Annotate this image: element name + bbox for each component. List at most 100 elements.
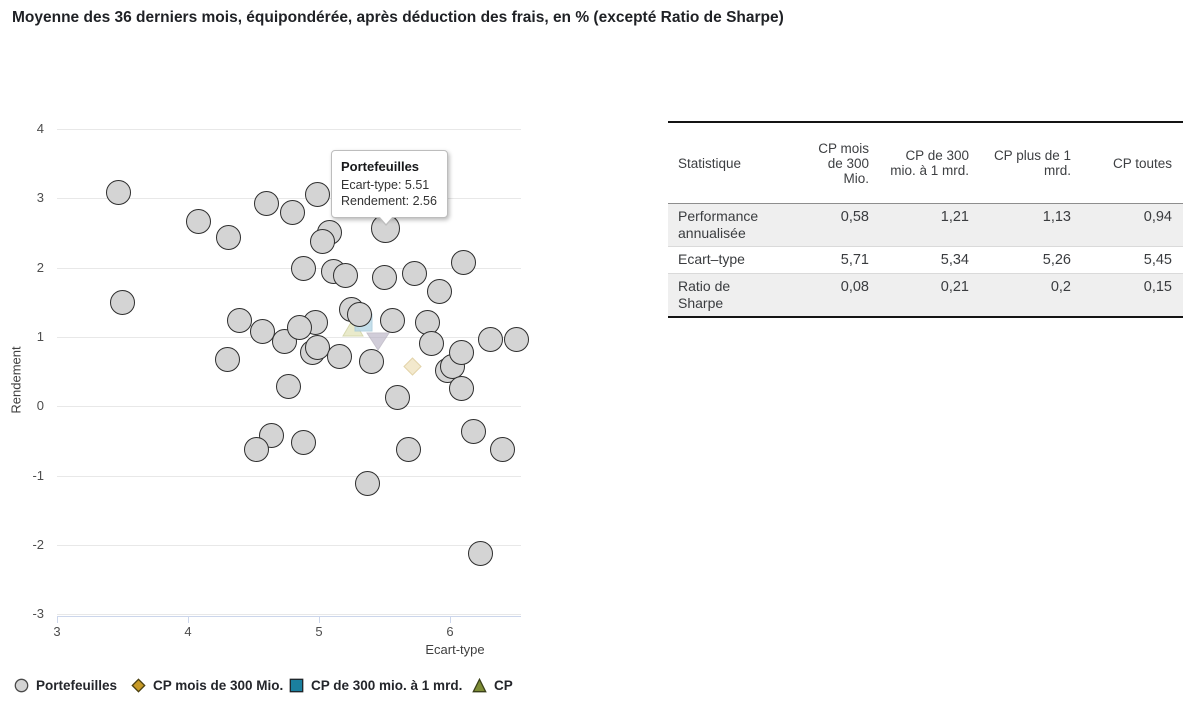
scatter-point[interactable] — [276, 374, 302, 400]
scatter-point[interactable] — [450, 249, 476, 275]
legend-item-triangle-up[interactable]: CP — [472, 672, 513, 698]
y-tick-label: 1 — [36, 328, 44, 344]
tooltip: Portefeuilles Ecart-type: 5.51 Rendement… — [331, 150, 448, 227]
x-tick-label: 3 — [53, 624, 61, 639]
y-gridline — [57, 544, 521, 546]
scatter-point[interactable] — [110, 289, 135, 315]
page-title: Moyenne des 36 derniers mois, équipondér… — [12, 9, 784, 26]
column-header: CP toutes — [1082, 122, 1183, 204]
y-tick-label: -1 — [32, 467, 44, 483]
y-tick-label: 2 — [36, 259, 44, 275]
row-value: 0,58 — [792, 203, 880, 247]
scatter-point[interactable] — [402, 261, 428, 287]
row-value: 1,21 — [880, 203, 980, 247]
row-value: 5,34 — [880, 246, 980, 274]
row-value: 0,15 — [1082, 273, 1183, 317]
tooltip-line-ecart: Ecart-type: 5.51 — [341, 177, 430, 192]
legend-item-diamond[interactable]: CP mois de 300 Mio. — [131, 672, 283, 698]
chart-legend: Portefeuilles CP mois de 300 Mio. CP de 30… — [0, 672, 530, 700]
y-gridline — [57, 267, 521, 269]
scatter-point[interactable] — [385, 385, 411, 411]
row-value: 5,26 — [980, 246, 1082, 274]
tooltip-arrow-fill — [379, 215, 393, 224]
square-legend-icon — [289, 678, 304, 693]
scatter-point[interactable] — [358, 349, 384, 375]
diamond-legend-icon — [131, 677, 146, 693]
stats-table: Statistique CP mois de 300 Mio. CP de 300 … — [668, 121, 1183, 318]
scatter-point[interactable] — [286, 315, 312, 341]
scatter-point[interactable] — [214, 346, 240, 372]
column-header: CP de 300 mio. à 1 mrd. — [880, 122, 980, 204]
x-axis-line — [57, 616, 521, 617]
scatter-point[interactable] — [395, 436, 421, 462]
table-row: Ratio de Sharpe 0,08 0,21 0,2 0,15 — [668, 273, 1183, 317]
scatter-point[interactable] — [185, 209, 211, 235]
scatter-point[interactable] — [467, 540, 493, 566]
scatter-point[interactable] — [489, 437, 515, 463]
scatter-point[interactable] — [216, 224, 242, 250]
scatter-point[interactable] — [310, 229, 336, 255]
x-axis-tick — [319, 617, 320, 623]
y-gridline — [57, 129, 521, 130]
table-row: Performance annualisée 0,58 1,21 1,13 0,94 — [668, 203, 1183, 247]
scatter-point[interactable] — [243, 436, 269, 462]
table-row: Ecart–type 5,71 5,34 5,26 5,45 — [668, 246, 1183, 274]
cp-diamond-marker[interactable] — [402, 356, 422, 381]
scatter-point[interactable] — [272, 328, 298, 354]
x-axis-tick — [188, 617, 189, 623]
legend-label: CP — [494, 677, 513, 693]
x-tick-label: 4 — [184, 624, 192, 639]
row-label: Performance annualisée — [668, 203, 792, 247]
x-tick-label: 6 — [446, 624, 454, 639]
row-label: Ratio de Sharpe — [668, 273, 792, 317]
scatter-point[interactable] — [250, 318, 276, 344]
scatter-point[interactable] — [419, 330, 445, 356]
row-value: 1,13 — [980, 203, 1082, 247]
x-axis-title: Ecart-type — [425, 642, 485, 657]
scatter-point[interactable] — [354, 470, 380, 496]
scatter-point[interactable] — [379, 307, 405, 333]
legend-item-circle[interactable]: Portefeuilles — [14, 672, 117, 698]
scatter-point[interactable] — [504, 327, 530, 353]
legend-label: CP de 300 mio. à 1 mrd. — [311, 677, 463, 693]
row-value: 0,2 — [980, 273, 1082, 317]
scatter-point[interactable] — [226, 308, 252, 334]
scatter-point[interactable] — [427, 278, 453, 304]
tooltip-title: Portefeuilles — [341, 159, 420, 174]
column-header: CP plus de 1 mrd. — [980, 122, 1082, 204]
scatter-point[interactable] — [332, 263, 358, 289]
scatter-point[interactable] — [290, 256, 316, 282]
scatter-point[interactable] — [280, 199, 306, 225]
circle-legend-icon — [14, 678, 29, 693]
legend-item-square[interactable]: CP de 300 mio. à 1 mrd. — [289, 672, 462, 698]
scatter-point[interactable] — [347, 302, 373, 328]
row-value: 0,08 — [792, 273, 880, 317]
x-axis-tick — [450, 617, 451, 623]
scatter-point[interactable] — [305, 334, 331, 360]
y-tick-label: -3 — [32, 606, 44, 622]
scatter-point[interactable] — [372, 264, 397, 290]
scatter-point[interactable] — [259, 423, 285, 449]
scatter-point[interactable] — [478, 327, 504, 353]
scatter-point[interactable] — [106, 179, 132, 205]
scatter-point[interactable] — [290, 430, 316, 456]
tooltip-line-rendement: Rendement: 2.56 — [341, 194, 437, 209]
y-tick-label: 0 — [36, 398, 44, 414]
y-tick-label: 3 — [36, 190, 44, 206]
x-tick-label: 5 — [315, 624, 323, 639]
legend-label: CP mois de 300 Mio. — [153, 677, 284, 693]
scatter-point[interactable] — [254, 190, 280, 216]
scatter-point[interactable] — [449, 375, 475, 401]
scatter-point[interactable] — [461, 419, 487, 445]
scatter-point[interactable] — [305, 182, 331, 208]
cp-triangle-down-marker[interactable] — [366, 332, 390, 356]
y-gridline — [57, 406, 521, 408]
scatter-point[interactable] — [327, 344, 353, 370]
row-value: 5,45 — [1082, 246, 1183, 274]
y-tick-label: -2 — [32, 536, 44, 552]
row-label: Ecart–type — [668, 246, 792, 274]
row-value: 0,21 — [880, 273, 980, 317]
column-header: Statistique — [668, 122, 792, 204]
scatter-point[interactable] — [449, 339, 475, 365]
